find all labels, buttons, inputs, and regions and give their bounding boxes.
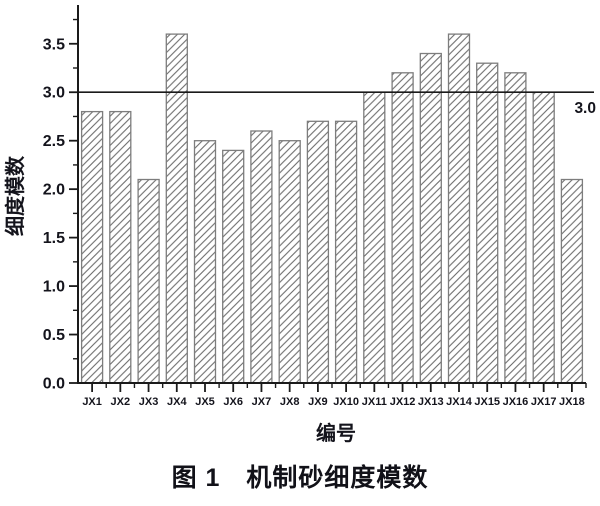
x-tick-label: JX7 <box>252 396 272 408</box>
bar-JX12 <box>391 72 414 384</box>
x-tick-label: JX17 <box>531 396 557 408</box>
bar-JX16 <box>504 72 527 384</box>
bar-JX2 <box>109 110 132 384</box>
x-tick-label: JX16 <box>503 396 529 408</box>
bar-JX4 <box>165 33 188 384</box>
x-tick-label: JX4 <box>167 396 187 408</box>
bar-JX5 <box>193 140 217 384</box>
bar-JX7 <box>250 130 273 384</box>
y-tick-label: 0.0 <box>43 376 65 393</box>
reference-line-label: 3.0 <box>574 100 596 117</box>
x-tick-label: JX13 <box>418 396 444 408</box>
bar-JX6 <box>222 149 245 384</box>
x-axis-title: 编号 <box>316 421 356 445</box>
x-tick-label: JX6 <box>223 396 243 408</box>
bar-JX8 <box>278 140 301 384</box>
bar-JX14 <box>447 33 471 384</box>
y-tick-label: 1.0 <box>43 279 65 296</box>
x-tick-label: JX15 <box>474 396 500 408</box>
x-tick-label: JX18 <box>559 396 585 408</box>
x-tick-label: JX9 <box>308 396 328 408</box>
y-tick-label: 2.0 <box>43 182 65 199</box>
bar-JX18 <box>560 178 584 384</box>
x-tick-label: JX14 <box>446 396 473 408</box>
bar-JX15 <box>476 62 499 384</box>
y-tick-label: 3.5 <box>43 36 65 53</box>
x-tick-label: JX3 <box>139 396 159 408</box>
y-tick-label: 2.5 <box>43 133 65 150</box>
x-tick-label: JX2 <box>111 396 131 408</box>
tick-labels-layer: 0.0 0.5 1.0 1.5 2.0 2.5 3.0 3.5 JX1 JX2 JX3 JX4 JX5 J… <box>43 36 585 408</box>
x-tick-label: JX1 <box>82 396 102 408</box>
bars-layer <box>80 33 584 384</box>
bar-JX10 <box>334 120 358 384</box>
bar-JX1 <box>80 110 104 384</box>
y-tick-label: 0.5 <box>43 327 65 344</box>
bar-JX11 <box>363 91 386 384</box>
bar-JX17 <box>532 91 555 384</box>
y-axis-title: 细度模数 <box>3 155 27 236</box>
fineness-modulus-bar-chart: 0.0 0.5 1.0 1.5 2.0 2.5 3.0 3.5 JX1 JX2 JX3 JX4 JX5 J… <box>3 5 596 445</box>
y-tick-label: 3.0 <box>43 85 65 102</box>
bar-JX13 <box>419 52 442 384</box>
bar-JX3 <box>137 178 160 384</box>
x-tick-label: JX8 <box>280 396 300 408</box>
x-tick-label: JX10 <box>333 396 359 408</box>
ticks-layer <box>69 18 587 392</box>
x-tick-label: JX5 <box>195 396 215 408</box>
y-tick-label: 1.5 <box>43 230 65 247</box>
bar-JX9 <box>306 120 330 384</box>
x-tick-label: JX12 <box>390 396 416 408</box>
figure-caption: 图 1 机制砂细度模数 <box>171 464 429 492</box>
x-tick-label: JX11 <box>362 396 387 408</box>
